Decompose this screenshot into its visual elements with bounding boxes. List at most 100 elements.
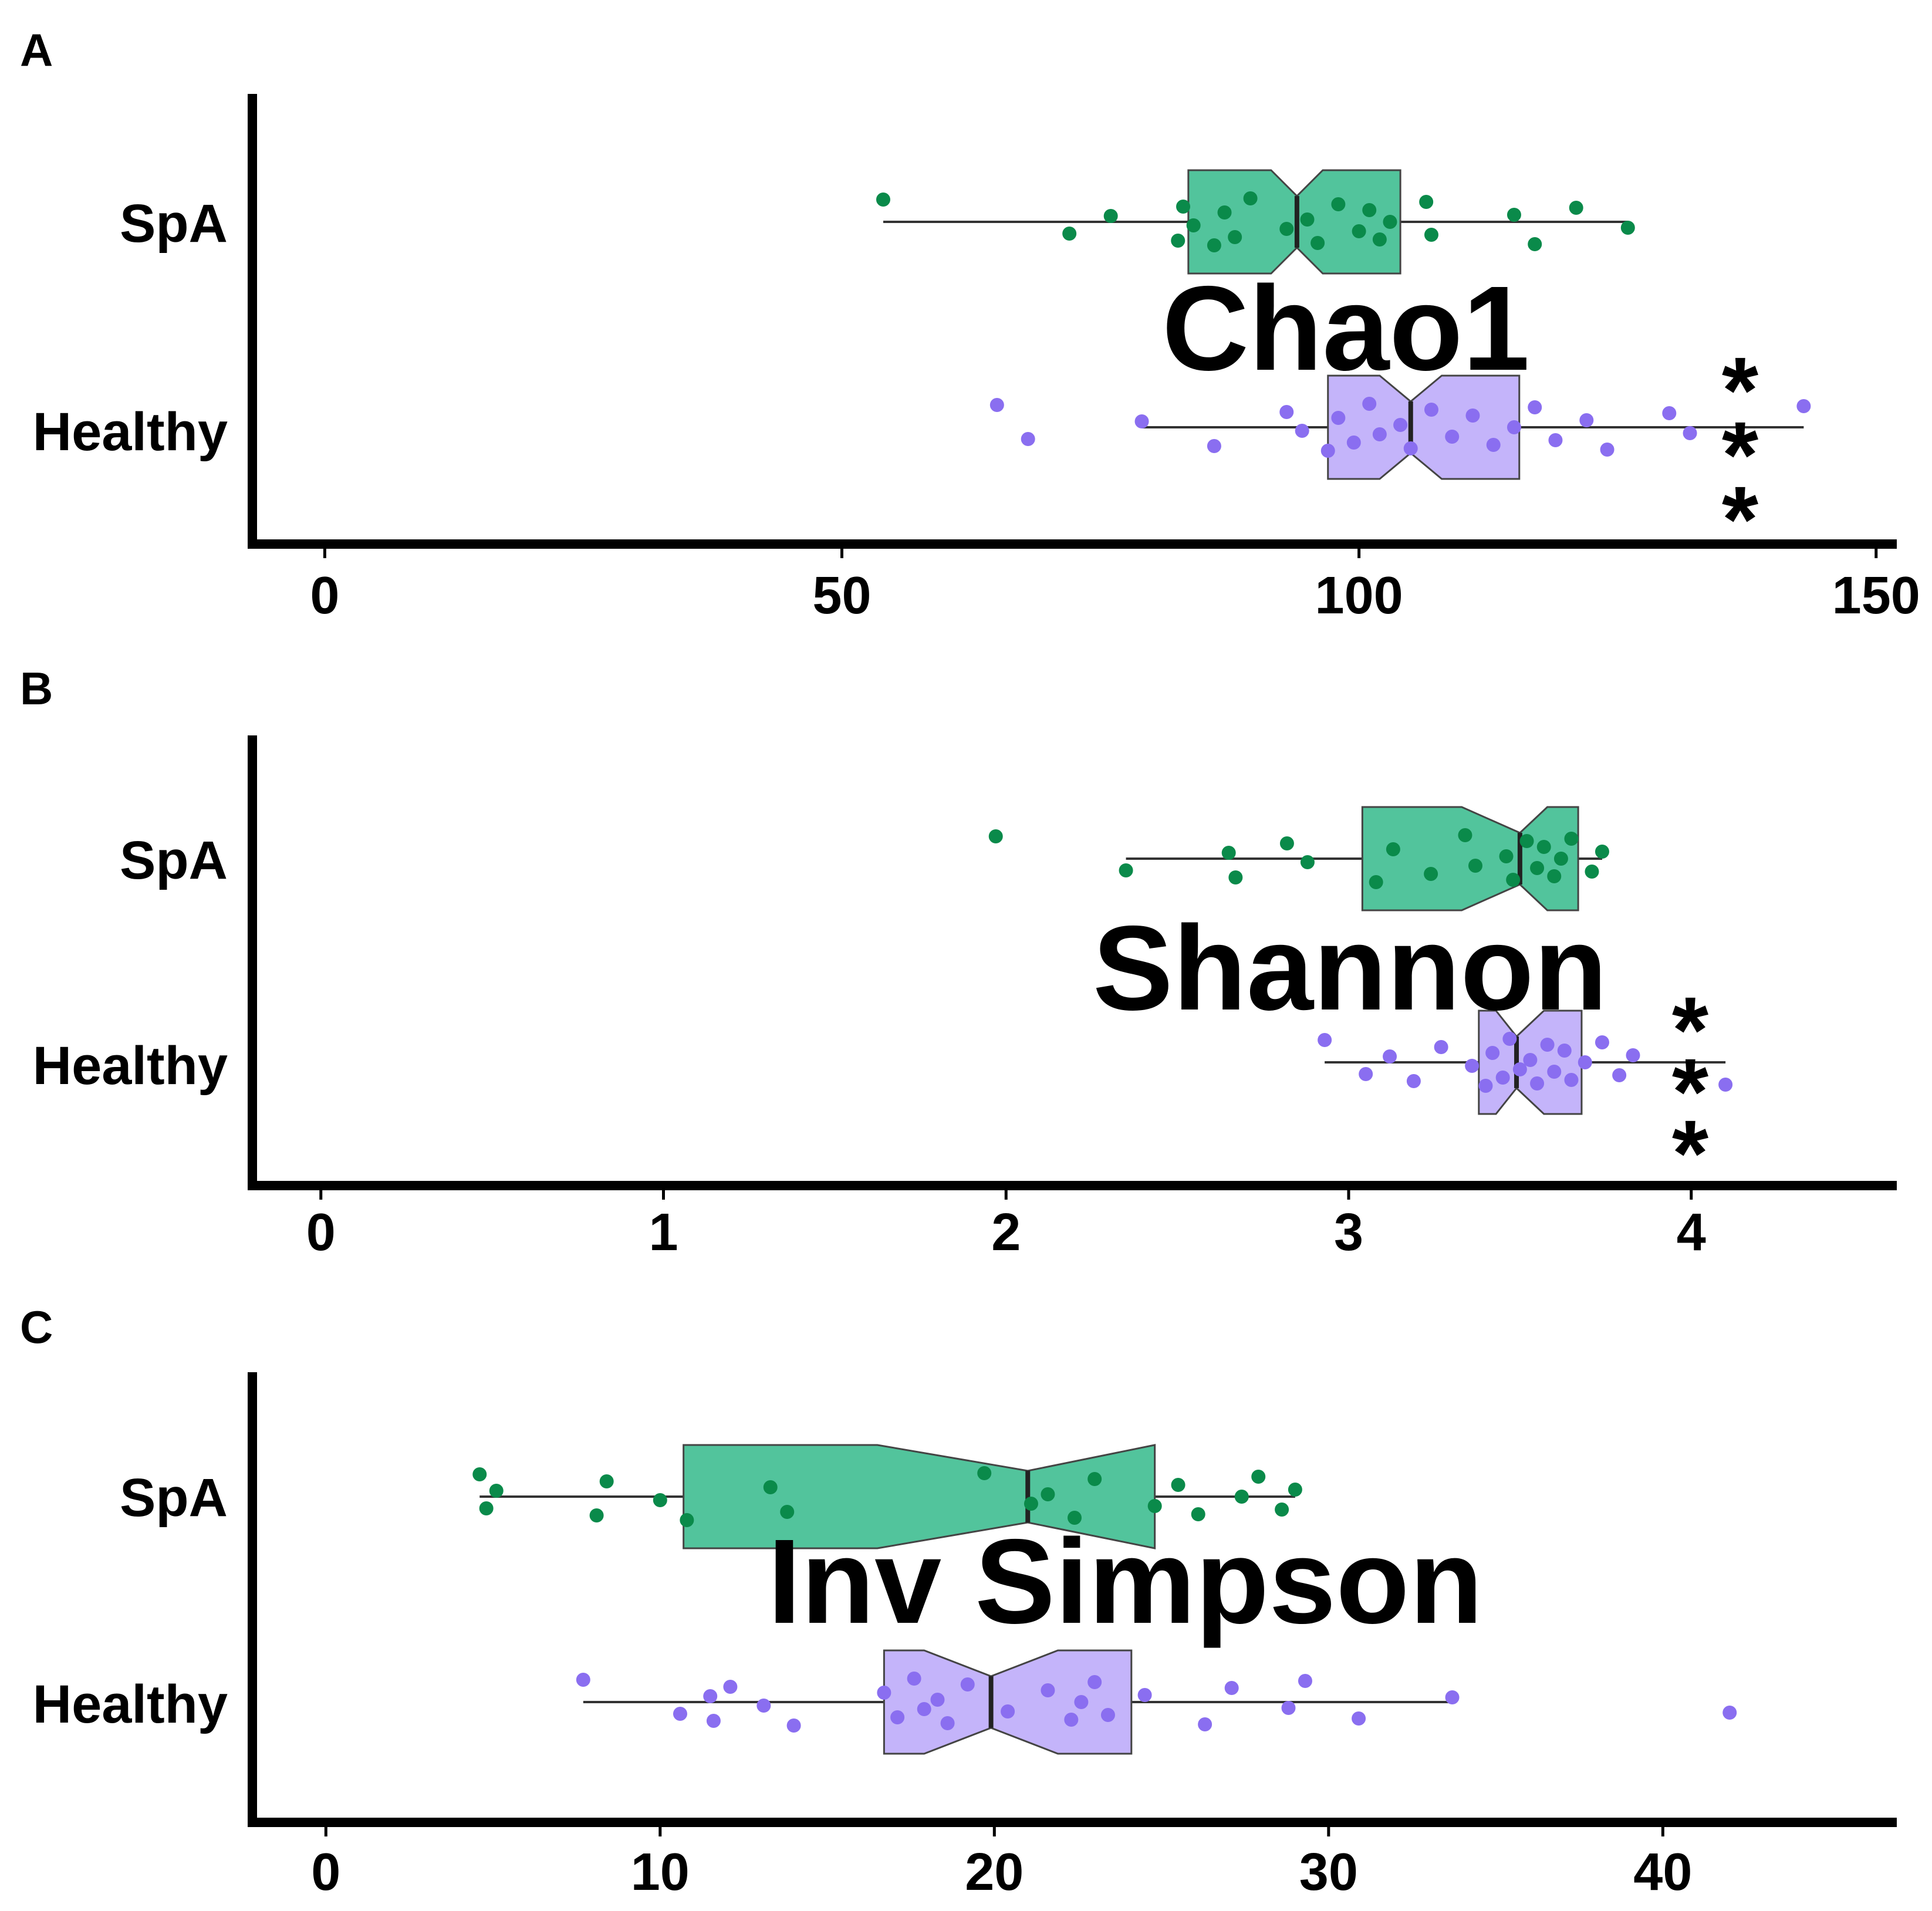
data-point [1362, 203, 1377, 217]
data-point [907, 1672, 921, 1686]
x-tick-label: 2 [991, 1203, 1021, 1262]
data-point [1087, 1675, 1102, 1689]
data-point [1569, 201, 1583, 215]
x-tick-label: 50 [812, 566, 871, 625]
data-point [1424, 403, 1438, 417]
data-point [1372, 427, 1387, 441]
data-point [1495, 1071, 1510, 1085]
data-point [1119, 863, 1133, 877]
data-point [1403, 441, 1418, 455]
data-point [1548, 433, 1563, 447]
data-point [1468, 859, 1482, 873]
data-point [673, 1707, 687, 1721]
data-point [1279, 405, 1294, 419]
data-point [1507, 208, 1521, 222]
metric-label: Shannon [1093, 901, 1607, 1035]
data-point [1499, 849, 1514, 863]
data-point [917, 1702, 931, 1716]
data-point [756, 1699, 771, 1713]
data-point [1796, 399, 1811, 413]
data-point [1383, 215, 1397, 229]
data-point [1300, 855, 1315, 869]
data-point [1369, 875, 1383, 889]
data-point [977, 1466, 992, 1480]
box-spa [988, 806, 1609, 911]
data-point [1171, 1478, 1185, 1492]
data-point [653, 1493, 667, 1507]
data-point [1331, 197, 1346, 211]
data-point [1021, 432, 1035, 446]
box-spa [876, 169, 1635, 275]
data-point [1530, 1076, 1545, 1090]
data-point [1502, 1032, 1517, 1046]
significance-marker: * * * [1672, 977, 1709, 1206]
data-point [472, 1467, 487, 1481]
data-point [1523, 1053, 1538, 1067]
data-point [1547, 869, 1562, 883]
data-point [1001, 1704, 1015, 1718]
data-point [786, 1718, 801, 1733]
data-point [1465, 408, 1480, 423]
data-point [1251, 1470, 1266, 1484]
data-point [1424, 228, 1438, 242]
data-point [1310, 236, 1325, 250]
significance-star: * [1672, 977, 1709, 1082]
plot-layer [323, 169, 1878, 558]
data-point [1434, 1040, 1448, 1054]
data-point [1528, 400, 1542, 414]
data-point [1465, 1059, 1480, 1073]
panel-c: C SpA Healthy 0 10 20 30 40 Inv Simpson [20, 1301, 1897, 1902]
data-point [1041, 1487, 1055, 1501]
data-point [1547, 1065, 1562, 1079]
data-point [479, 1501, 494, 1515]
data-point [1557, 1044, 1572, 1058]
panel-letter: A [20, 24, 53, 76]
data-point [1064, 1713, 1079, 1727]
x-tick-label: 0 [306, 1203, 336, 1262]
data-point [1564, 832, 1579, 846]
data-point [1486, 438, 1501, 452]
data-point [1300, 212, 1315, 227]
data-point [1100, 1708, 1115, 1722]
data-point [1288, 1483, 1302, 1497]
data-point [1217, 205, 1232, 220]
notched-box [1187, 169, 1401, 275]
data-point [1620, 221, 1635, 235]
data-point [1103, 209, 1118, 223]
x-tick-label: 100 [1315, 566, 1403, 625]
data-point [1424, 867, 1438, 881]
data-point [1224, 1681, 1239, 1695]
plot-layer [324, 1444, 1737, 1836]
data-point [876, 193, 890, 207]
data-point [1359, 1067, 1373, 1081]
data-point [706, 1714, 721, 1728]
data-point [1600, 443, 1614, 457]
data-point [1243, 191, 1258, 205]
data-point [1186, 218, 1201, 232]
data-point [1362, 397, 1377, 411]
data-point [1612, 1068, 1627, 1082]
data-point [489, 1484, 504, 1498]
data-point [1626, 1048, 1640, 1062]
data-point [576, 1673, 590, 1687]
metric-label: Inv Simpson [768, 1514, 1483, 1649]
data-point [1147, 1499, 1162, 1513]
data-point [1087, 1472, 1102, 1486]
category-label-spa: SpA [120, 194, 228, 254]
data-point [680, 1513, 694, 1527]
x-tick-label: 4 [1677, 1203, 1706, 1262]
notched-box [1361, 806, 1579, 911]
data-point [723, 1680, 738, 1694]
box-healthy [1318, 1009, 1733, 1115]
data-point [1068, 1511, 1082, 1525]
data-point [1320, 444, 1335, 458]
data-point [1298, 1674, 1312, 1688]
data-point [1352, 224, 1366, 238]
data-point [1295, 424, 1309, 438]
data-point [1221, 846, 1236, 860]
data-point [1683, 426, 1697, 440]
data-point [1024, 1497, 1038, 1511]
data-point [1553, 852, 1568, 866]
data-point [1198, 1717, 1212, 1731]
